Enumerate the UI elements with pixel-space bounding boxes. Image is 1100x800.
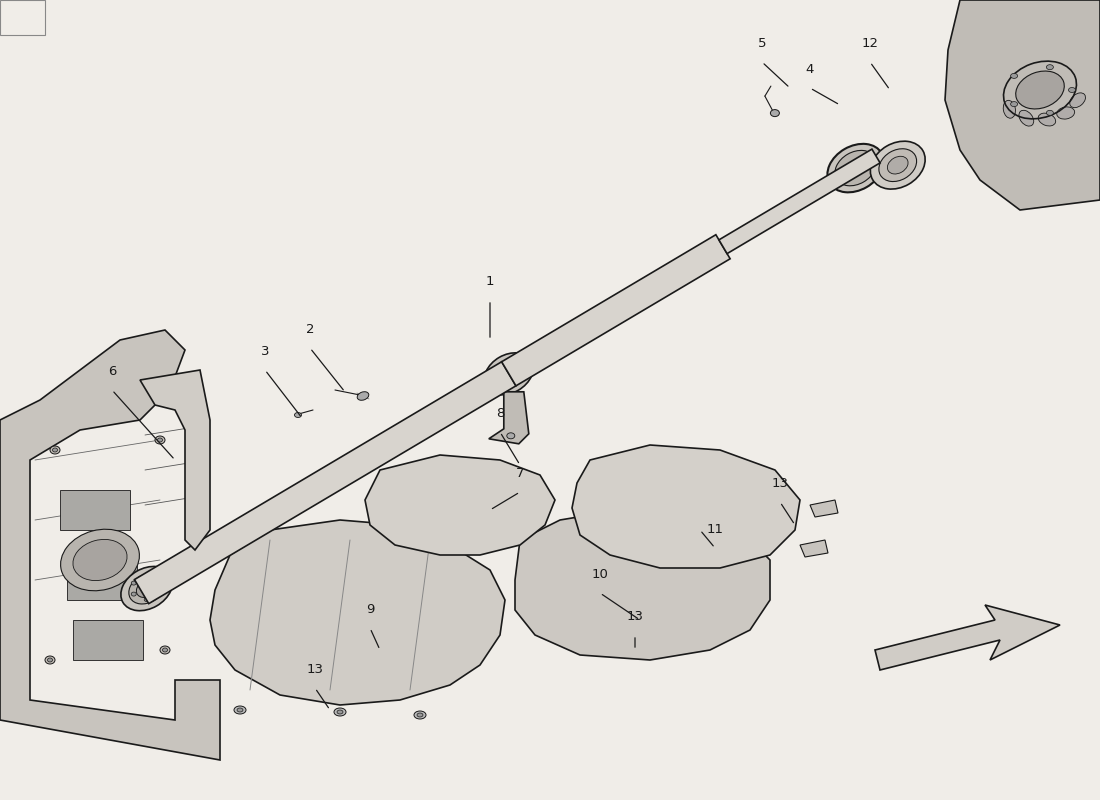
Ellipse shape: [492, 359, 526, 388]
Ellipse shape: [144, 598, 150, 602]
Ellipse shape: [821, 505, 829, 511]
Ellipse shape: [414, 711, 426, 719]
Ellipse shape: [131, 592, 136, 596]
Ellipse shape: [157, 581, 162, 585]
Ellipse shape: [484, 353, 534, 394]
Ellipse shape: [1011, 102, 1018, 106]
Text: 9: 9: [366, 603, 374, 616]
Ellipse shape: [121, 566, 173, 610]
Text: 7: 7: [516, 467, 525, 480]
Text: 11: 11: [706, 523, 724, 536]
Polygon shape: [800, 540, 828, 557]
Text: 10: 10: [592, 568, 608, 581]
Text: 6: 6: [108, 365, 117, 378]
Ellipse shape: [53, 448, 57, 452]
Polygon shape: [515, 510, 770, 660]
Polygon shape: [0, 330, 220, 760]
Bar: [60, 490, 130, 530]
Ellipse shape: [129, 573, 165, 604]
Ellipse shape: [144, 575, 150, 579]
Polygon shape: [140, 370, 210, 550]
Polygon shape: [572, 445, 800, 568]
Polygon shape: [488, 392, 529, 444]
Ellipse shape: [888, 156, 909, 174]
Text: 4: 4: [806, 63, 814, 76]
Ellipse shape: [417, 713, 424, 717]
Ellipse shape: [136, 580, 157, 598]
Ellipse shape: [1057, 107, 1075, 119]
Ellipse shape: [1015, 71, 1065, 109]
Ellipse shape: [811, 545, 819, 551]
Ellipse shape: [770, 110, 780, 117]
Ellipse shape: [1011, 74, 1018, 78]
Text: 2: 2: [306, 323, 315, 336]
Ellipse shape: [1038, 113, 1056, 126]
Ellipse shape: [131, 581, 136, 585]
Ellipse shape: [1069, 93, 1086, 108]
Ellipse shape: [835, 150, 877, 186]
Ellipse shape: [358, 392, 368, 400]
Ellipse shape: [60, 530, 140, 590]
Ellipse shape: [1003, 100, 1015, 118]
Polygon shape: [874, 605, 1060, 670]
Ellipse shape: [295, 413, 301, 418]
Text: 12: 12: [861, 37, 879, 50]
Polygon shape: [365, 455, 556, 555]
Ellipse shape: [45, 656, 55, 664]
Text: 13: 13: [307, 663, 323, 676]
Ellipse shape: [73, 539, 128, 581]
Ellipse shape: [47, 658, 53, 662]
Ellipse shape: [870, 141, 925, 189]
Ellipse shape: [234, 706, 246, 714]
Ellipse shape: [163, 648, 167, 652]
Ellipse shape: [879, 149, 916, 182]
Ellipse shape: [827, 144, 883, 192]
Ellipse shape: [157, 438, 163, 442]
Ellipse shape: [1046, 110, 1054, 115]
Ellipse shape: [337, 710, 343, 714]
Ellipse shape: [236, 708, 243, 712]
Ellipse shape: [499, 366, 518, 382]
Text: 8: 8: [496, 407, 504, 420]
Polygon shape: [719, 149, 880, 254]
Bar: [73, 620, 143, 660]
Ellipse shape: [1019, 110, 1034, 126]
Text: 1: 1: [486, 275, 494, 288]
Ellipse shape: [160, 646, 170, 654]
Bar: [0, 0, 45, 35]
Polygon shape: [945, 0, 1100, 210]
Ellipse shape: [155, 436, 165, 444]
Bar: [67, 560, 138, 600]
Ellipse shape: [157, 592, 162, 596]
Polygon shape: [810, 500, 838, 517]
Text: 13: 13: [771, 477, 789, 490]
Polygon shape: [210, 520, 505, 705]
Ellipse shape: [1046, 65, 1054, 70]
Ellipse shape: [334, 708, 346, 716]
Ellipse shape: [1068, 87, 1076, 93]
Ellipse shape: [50, 446, 60, 454]
Text: 5: 5: [758, 37, 767, 50]
Polygon shape: [502, 234, 730, 386]
Text: 13: 13: [627, 610, 644, 623]
Ellipse shape: [507, 433, 515, 438]
Text: 3: 3: [261, 345, 270, 358]
Polygon shape: [134, 362, 516, 604]
